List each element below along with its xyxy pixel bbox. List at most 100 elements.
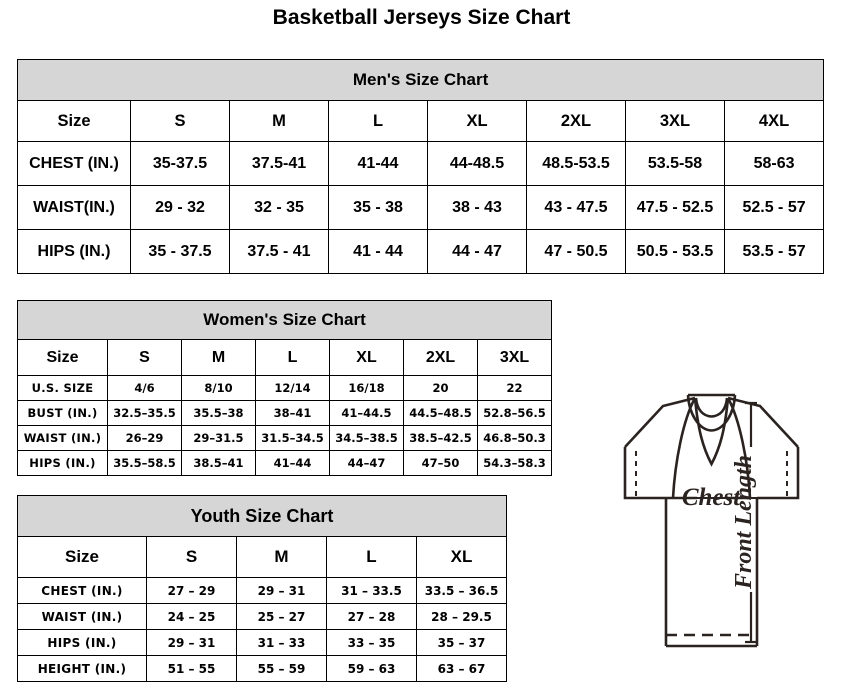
table-cell: 34.5–38.5 (329, 425, 404, 451)
table-cell: 31.5–34.5 (255, 425, 330, 451)
column-header: XL (427, 100, 527, 142)
youth-size-chart-table: Youth Size Chart Size S M L XL CHEST (IN… (16, 495, 508, 682)
table-cell: 41–44.5 (329, 400, 404, 426)
table-cell: 44.5–48.5 (403, 400, 478, 426)
table-cell: 46.8–50.3 (476, 425, 553, 451)
column-header: 2XL (403, 339, 478, 376)
table-row: BUST (IN.) 32.5–35.5 35.5–38 38–41 41–44… (17, 400, 553, 426)
row-label: CHEST (IN.) (17, 141, 131, 186)
row-label: WAIST(IN.) (17, 185, 131, 230)
table-cell: 48.5-53.5 (526, 141, 626, 186)
table-row: WAIST(IN.) 29 - 32 32 - 35 35 - 38 38 - … (17, 185, 825, 230)
table-banner-row: Men's Size Chart (16, 59, 825, 101)
table-header-row: Size S M L XL (17, 536, 508, 578)
column-header: M (229, 100, 329, 142)
table-cell: 33 – 35 (326, 629, 417, 656)
row-label: HEIGHT (IN.) (17, 655, 147, 682)
row-label: HIPS (IN.) (17, 450, 108, 476)
table-row: HIPS (IN.) 29 – 31 31 – 33 33 – 35 35 – … (17, 629, 508, 656)
table-row: HEIGHT (IN.) 51 – 55 55 – 59 59 – 63 63 … (17, 655, 508, 682)
row-label: BUST (IN.) (17, 400, 108, 426)
table-cell: 31 – 33 (236, 629, 327, 656)
womens-size-chart-table: Women's Size Chart Size S M L XL 2XL 3XL… (16, 300, 553, 476)
table-cell: 41-44 (328, 141, 428, 186)
mens-size-chart-table: Men's Size Chart Size S M L XL 2XL 3XL 4… (16, 59, 825, 274)
table-cell: 8/10 (181, 375, 256, 401)
womens-banner-label: Women's Size Chart (16, 300, 553, 340)
row-label: CHEST (IN.) (17, 577, 147, 604)
table-cell: 16/18 (329, 375, 404, 401)
mens-banner-label: Men's Size Chart (16, 59, 825, 101)
table-cell: 59 – 63 (326, 655, 417, 682)
page-title: Basketball Jerseys Size Chart (272, 6, 571, 29)
table-cell: 63 – 67 (415, 655, 508, 682)
row-label: WAIST (IN.) (17, 603, 147, 630)
table-cell: 26–29 (107, 425, 182, 451)
table-cell: 44–47 (329, 450, 404, 476)
table-cell: 41–44 (255, 450, 330, 476)
table-cell: 35.5–58.5 (107, 450, 182, 476)
row-label: U.S. SIZE (17, 375, 108, 401)
table-cell: 53.5 - 57 (723, 229, 825, 274)
row-label: WAIST (IN.) (17, 425, 108, 451)
table-cell: 35 - 38 (328, 185, 428, 230)
table-cell: 33.5 – 36.5 (415, 577, 508, 604)
row-label: HIPS (IN.) (17, 629, 147, 656)
table-cell: 22 (476, 375, 553, 401)
table-row: CHEST (IN.) 27 – 29 29 – 31 31 – 33.5 33… (17, 577, 508, 604)
table-header-row: Size S M L XL 2XL 3XL (17, 339, 553, 376)
table-cell: 44-48.5 (427, 141, 527, 186)
table-cell: 37.5-41 (229, 141, 329, 186)
youth-banner-label: Youth Size Chart (16, 495, 508, 537)
column-header: 3XL (625, 100, 725, 142)
column-header: 2XL (526, 100, 626, 142)
column-header: XL (415, 536, 508, 578)
table-cell: 52.5 - 57 (723, 185, 825, 230)
table-banner-row: Women's Size Chart (16, 300, 553, 340)
table-cell: 31 – 33.5 (326, 577, 417, 604)
table-cell: 12/14 (255, 375, 330, 401)
table-cell: 29 - 32 (130, 185, 230, 230)
table-row: WAIST (IN.) 24 – 25 25 – 27 27 – 28 28 –… (17, 603, 508, 630)
table-cell: 47.5 - 52.5 (625, 185, 725, 230)
table-cell: 35-37.5 (130, 141, 230, 186)
column-header: L (255, 339, 330, 376)
table-cell: 38.5–41 (181, 450, 256, 476)
table-cell: 55 – 59 (236, 655, 327, 682)
column-header: S (130, 100, 230, 142)
table-cell: 29 – 31 (236, 577, 327, 604)
column-header: M (236, 536, 327, 578)
table-cell: 38 - 43 (427, 185, 527, 230)
table-cell: 50.5 - 53.5 (625, 229, 725, 274)
chest-label: Chest (682, 484, 741, 511)
column-header: L (326, 536, 417, 578)
table-cell: 35 - 37.5 (130, 229, 230, 274)
table-cell: 32 - 35 (229, 185, 329, 230)
column-header: M (181, 339, 256, 376)
table-cell: 27 – 28 (326, 603, 417, 630)
table-cell: 53.5-58 (625, 141, 725, 186)
table-cell: 20 (403, 375, 478, 401)
table-cell: 47 - 50.5 (526, 229, 626, 274)
column-header: S (146, 536, 237, 578)
column-header: Size (17, 100, 131, 142)
table-header-row: Size S M L XL 2XL 3XL 4XL (17, 100, 825, 142)
table-cell: 52.8–56.5 (476, 400, 553, 426)
table-cell: 35.5–38 (181, 400, 256, 426)
table-row: U.S. SIZE 4/6 8/10 12/14 16/18 20 22 (17, 375, 553, 401)
column-header: S (107, 339, 182, 376)
table-row: HIPS (IN.) 35 - 37.5 37.5 - 41 41 - 44 4… (17, 229, 825, 274)
table-row: CHEST (IN.) 35-37.5 37.5-41 41-44 44-48.… (17, 141, 825, 186)
table-cell: 54.3–58.3 (476, 450, 553, 476)
column-header: 3XL (476, 339, 553, 376)
table-cell: 38.5–42.5 (403, 425, 478, 451)
front-length-label: Front Length (731, 455, 757, 590)
table-cell: 32.5–35.5 (107, 400, 182, 426)
table-cell: 29–31.5 (181, 425, 256, 451)
table-cell: 37.5 - 41 (229, 229, 329, 274)
table-cell: 38–41 (255, 400, 330, 426)
table-cell: 29 – 31 (146, 629, 237, 656)
table-cell: 44 - 47 (427, 229, 527, 274)
table-row: HIPS (IN.) 35.5–58.5 38.5–41 41–44 44–47… (17, 450, 553, 476)
column-header: 4XL (723, 100, 825, 142)
